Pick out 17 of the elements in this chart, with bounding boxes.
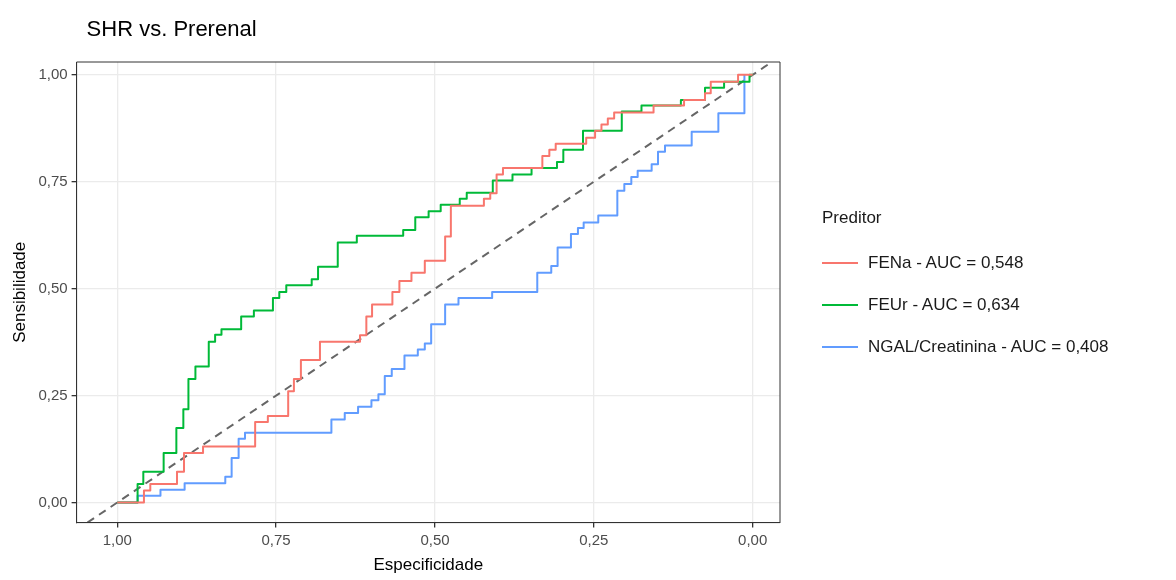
y-axis-title: Sensibilidade <box>9 241 29 343</box>
y-tick-label: 1,00 <box>38 64 68 82</box>
x-tick-label: 0,75 <box>261 530 291 548</box>
legend-label: NGAL/Creatinina - AUC = 0,408 <box>868 337 1109 357</box>
y-tick-label: 0,75 <box>38 171 68 189</box>
y-tick-label: 0,25 <box>38 385 68 403</box>
legend-label: FEUr - AUC = 0,634 <box>868 295 1020 315</box>
legend-title: Preditor <box>822 208 883 228</box>
chart-title: SHR vs. Prerenal <box>86 16 257 41</box>
x-tick-label: 0,00 <box>738 530 768 548</box>
legend-label: FENa - AUC = 0,548 <box>868 253 1024 273</box>
y-tick-label: 0,00 <box>38 492 68 510</box>
x-tick-label: 0,25 <box>579 530 609 548</box>
x-tick-label: 1,00 <box>102 530 132 548</box>
x-tick-label: 0,50 <box>420 530 450 548</box>
x-axis-title: Especificidade <box>373 555 484 575</box>
y-tick-label: 0,50 <box>38 278 68 296</box>
